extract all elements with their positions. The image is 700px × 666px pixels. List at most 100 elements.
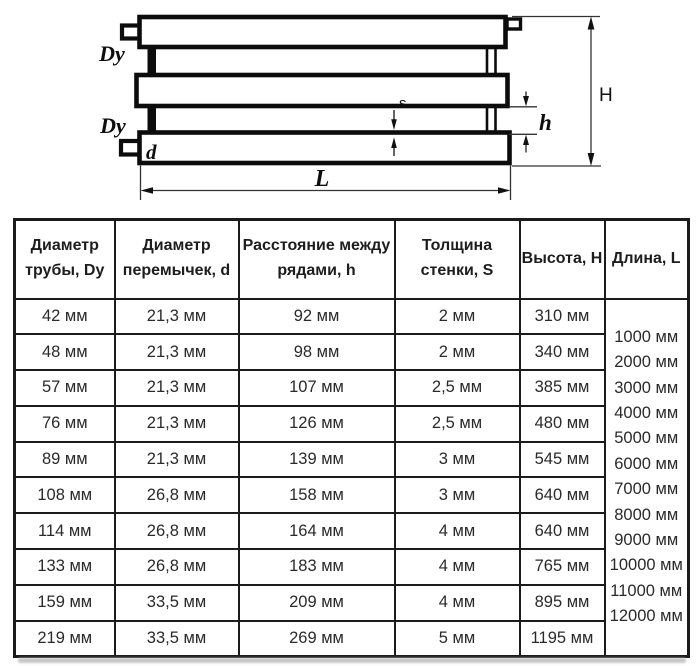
jumper-left-upper	[147, 44, 156, 78]
label-s: s	[399, 95, 407, 112]
table-shadow	[18, 658, 686, 663]
cell-height: 640 мм	[518, 512, 606, 551]
length-item: 6000 мм	[614, 454, 679, 473]
label-d: d	[146, 140, 157, 164]
tubes	[134, 14, 512, 166]
cell-height: 765 мм	[518, 548, 606, 586]
header-length: Длина, L	[603, 218, 690, 300]
cell-s: 4 мм	[393, 512, 521, 551]
label-dy-bottom: Dy	[99, 113, 126, 138]
length-item: 4000 мм	[614, 404, 679, 423]
cell-dy: 159 мм	[13, 583, 116, 622]
table-row: 48 мм 21,3 мм 98 мм 2 мм 340 мм	[13, 333, 689, 372]
cell-height: 385 мм	[518, 369, 606, 407]
header-diameter-tube: Диаметр трубы, Dy	[13, 218, 116, 300]
cell-height: 310 мм	[518, 297, 606, 336]
cell-height: 545 мм	[518, 440, 606, 479]
cell-s: 2,5 мм	[393, 404, 521, 443]
dimension-s	[391, 110, 397, 156]
cell-s: 3 мм	[393, 476, 521, 515]
cell-h: 98 мм	[237, 333, 396, 372]
label-h: h	[539, 110, 552, 135]
cell-dy: 48 мм	[13, 333, 116, 372]
cell-h: 209 мм	[237, 583, 396, 622]
tube-bottom	[137, 130, 512, 166]
arrow-down-icon	[587, 153, 595, 166]
cell-s: 5 мм	[393, 619, 521, 658]
length-item: 5000 мм	[614, 429, 679, 448]
cell-d: 21,3 мм	[113, 369, 240, 407]
cell-lengths-merged: 1000 мм 2000 мм 3000 мм 4000 мм 5000 мм …	[603, 297, 690, 658]
cell-d: 26,8 мм	[113, 548, 240, 586]
length-item: 11000 мм	[610, 581, 683, 600]
header-height: Высота, H	[518, 218, 606, 300]
header-wall-thickness: Толщина стенки, S	[393, 218, 521, 300]
cell-d: 21,3 мм	[113, 440, 240, 479]
label-dy-top: Dy	[98, 41, 125, 66]
cell-h: 158 мм	[237, 476, 396, 515]
length-item: 7000 мм	[614, 480, 679, 499]
cell-d: 26,8 мм	[113, 476, 240, 515]
cell-dy: 108 мм	[13, 476, 116, 515]
cell-s: 3 мм	[393, 440, 521, 479]
header-diameter-jumper: Диаметр перемычек, d	[113, 218, 240, 300]
cell-h: 92 мм	[237, 297, 396, 336]
arrow-right-icon	[498, 187, 511, 194]
table-row: 114 мм 26,8 мм 164 мм 4 мм 640 мм	[13, 512, 689, 551]
cell-s: 2 мм	[393, 297, 521, 336]
cell-h: 164 мм	[237, 512, 396, 551]
cell-dy: 133 мм	[13, 548, 116, 586]
label-L: L	[314, 166, 330, 192]
length-list: 1000 мм 2000 мм 3000 мм 4000 мм 5000 мм …	[606, 300, 688, 655]
cell-h: 107 мм	[237, 369, 396, 407]
table-row: 133 мм 26,8 мм 183 мм 4 мм 765 мм	[13, 548, 689, 586]
stub-top-right	[505, 17, 523, 31]
table-row: 76 мм 21,3 мм 126 мм 2,5 мм 480 мм	[13, 404, 689, 443]
cell-d: 21,3 мм	[113, 297, 240, 336]
tube-top	[137, 14, 508, 50]
cell-height: 340 мм	[518, 333, 606, 372]
table-row: 42 мм 21,3 мм 92 мм 2 мм 310 мм 1000 мм …	[13, 297, 690, 658]
arrow-down-icon	[523, 96, 529, 107]
length-item: 9000 мм	[614, 531, 679, 550]
cell-dy: 42 мм	[13, 297, 116, 336]
table-row: 159 мм 33,5 мм 209 мм 4 мм 895 мм	[13, 583, 689, 622]
cell-dy: 89 мм	[13, 440, 116, 479]
table-row: 89 мм 21,3 мм 139 мм 3 мм 545 мм	[13, 440, 689, 479]
length-item: 12000 мм	[609, 607, 683, 626]
label-H: H	[599, 85, 613, 106]
length-item: 10000 мм	[609, 556, 683, 575]
arrow-up-icon	[523, 134, 529, 145]
cell-h: 183 мм	[237, 548, 396, 586]
stub-bottom-left	[118, 138, 143, 157]
length-item: 8000 мм	[614, 505, 679, 524]
arrow-up-icon	[587, 16, 595, 30]
cell-dy: 76 мм	[13, 404, 116, 443]
arrow-up-icon	[391, 137, 397, 148]
length-item: 3000 мм	[614, 378, 679, 397]
tube-middle	[134, 72, 510, 109]
dimension-h	[509, 91, 537, 153]
cell-height: 895 мм	[518, 583, 606, 622]
cell-dy: 114 мм	[13, 512, 116, 551]
cell-dy: 57 мм	[13, 369, 116, 407]
table-row: 57 мм 21,3 мм 107 мм 2,5 мм 385 мм	[13, 369, 689, 407]
cell-height: 1195 мм	[518, 619, 606, 658]
table-row: 219 мм 33,5 мм 269 мм 5 мм 1195 мм	[13, 619, 689, 658]
jumper-left-lower	[147, 103, 156, 135]
spec-table: Диаметр трубы, Dy Диаметр перемычек, d Р…	[13, 218, 690, 658]
register-diagram: H h s L Dy Dy d	[98, 14, 613, 200]
cell-d: 33,5 мм	[113, 583, 240, 622]
dimension-H	[512, 15, 601, 167]
cell-d: 26,8 мм	[113, 512, 240, 551]
cell-h: 139 мм	[237, 440, 396, 479]
cell-s: 2,5 мм	[393, 369, 521, 407]
cell-d: 21,3 мм	[113, 404, 240, 443]
cell-h: 126 мм	[237, 404, 396, 443]
header-row-distance: Расстояние между рядами, h	[237, 218, 396, 300]
cell-d: 33,5 мм	[113, 619, 240, 658]
cell-height: 480 мм	[518, 404, 606, 443]
length-item: 2000 мм	[614, 353, 679, 372]
table-row: 108 мм 26,8 мм 158 мм 3 мм 640 мм	[13, 476, 689, 515]
